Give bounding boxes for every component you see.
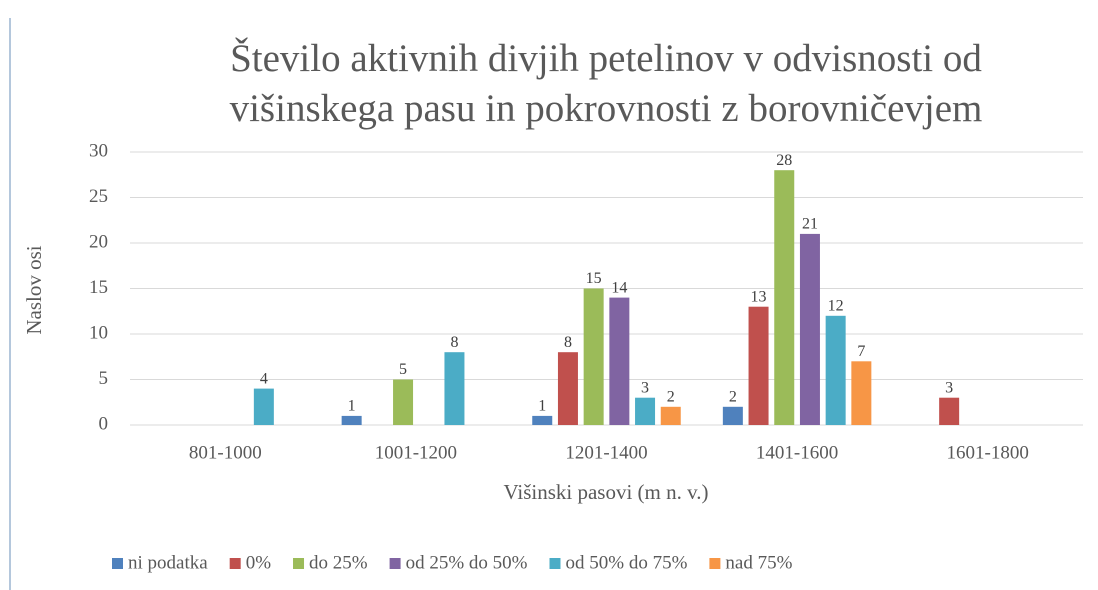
data-label: 13 [751, 288, 767, 305]
legend-swatch [293, 558, 305, 569]
bar [939, 397, 960, 425]
bar [635, 397, 656, 425]
data-label: 4 [260, 370, 268, 387]
legend-label: ni podatka [128, 552, 208, 573]
bar [609, 297, 630, 425]
data-label: 2 [729, 388, 737, 405]
bar [444, 352, 465, 425]
data-label: 8 [564, 334, 572, 351]
x-tick-label: 1201-1400 [565, 442, 647, 463]
legend-label: 0% [246, 552, 272, 573]
x-tick-label: 1601-1800 [947, 442, 1029, 463]
y-tick-label: 10 [89, 322, 108, 343]
bar [583, 288, 604, 425]
y-tick-label: 25 [89, 186, 108, 207]
bar [851, 361, 872, 425]
legend-label: nad 75% [725, 552, 792, 573]
legend-swatch [112, 558, 123, 569]
bar [557, 352, 578, 425]
y-tick-label: 15 [89, 277, 108, 298]
data-label: 15 [586, 270, 602, 287]
legend-swatch [709, 558, 721, 569]
bar [774, 170, 795, 425]
legend-label: od 50% do 75% [566, 552, 688, 573]
data-label: 1 [348, 398, 356, 415]
x-axis-title: Višinski pasovi (m n. v.) [503, 480, 708, 504]
data-label: 3 [641, 379, 649, 396]
legend-swatch [389, 558, 401, 569]
data-label: 14 [611, 279, 627, 296]
data-label: 21 [802, 216, 818, 233]
legend-swatch [549, 558, 561, 569]
data-label: 7 [857, 343, 865, 360]
bar [825, 315, 846, 425]
legend-label: do 25% [309, 552, 368, 573]
data-label: 28 [776, 152, 792, 169]
bar [748, 306, 769, 425]
bar [722, 406, 743, 425]
bar [341, 415, 362, 425]
data-label: 3 [945, 379, 953, 396]
bar [799, 233, 820, 425]
x-tick-label: 801-1000 [189, 442, 262, 463]
chart-title: Število aktivnih divjih petelinov v odvi… [229, 37, 983, 130]
bar [532, 415, 553, 425]
y-tick-label: 0 [99, 413, 109, 434]
data-label: 12 [828, 297, 844, 314]
data-label: 8 [450, 334, 458, 351]
x-tick-label: 1001-1200 [375, 442, 457, 463]
y-axis-title: Naslov osi [22, 245, 46, 334]
y-tick-label: 20 [89, 231, 108, 252]
legend-swatch [229, 558, 241, 569]
y-tick-label: 30 [89, 140, 108, 161]
x-tick-label: 1401-1600 [756, 442, 838, 463]
bar [660, 406, 681, 425]
bar [253, 388, 274, 425]
legend-label: od 25% do 50% [406, 552, 528, 573]
y-tick-label: 5 [99, 368, 109, 389]
data-label: 5 [399, 361, 407, 378]
data-label: 2 [667, 388, 675, 405]
bar [393, 379, 414, 425]
data-label: 1 [538, 398, 546, 415]
